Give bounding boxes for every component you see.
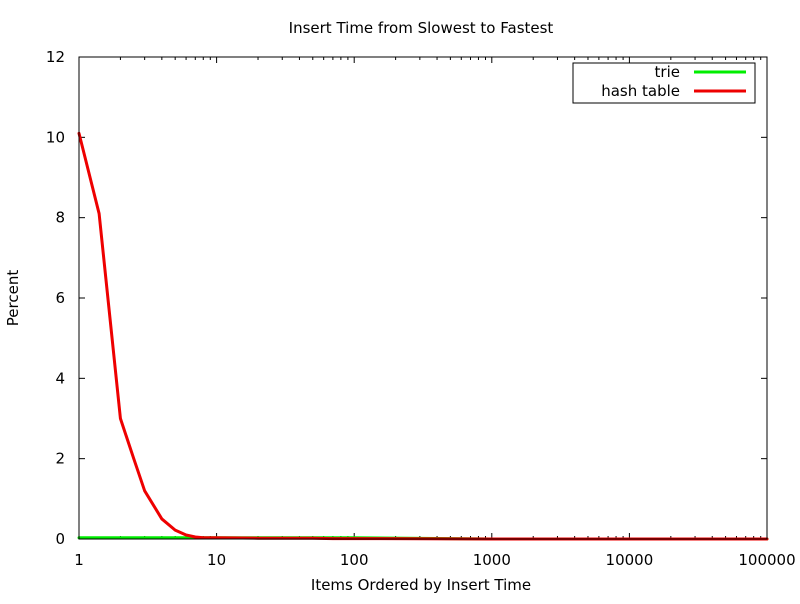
x-axis-title: Items Ordered by Insert Time	[311, 576, 531, 594]
x-tick-label: 1	[74, 551, 84, 569]
legend-box	[572, 62, 756, 104]
chart-title: Insert Time from Slowest to Fastest	[289, 19, 554, 37]
legend-label-hash-table: hash table	[601, 82, 680, 100]
y-tick-label: 2	[55, 450, 65, 468]
plot-area-border	[78, 56, 768, 540]
y-tick-label: 4	[55, 369, 65, 387]
x-tick-label: 10000	[606, 551, 654, 569]
y-tick-label: 10	[46, 128, 65, 146]
x-tick-label: 10	[207, 551, 226, 569]
y-tick-label: 12	[46, 48, 65, 66]
x-tick-label: 100	[340, 551, 369, 569]
x-tick-label: 100000	[738, 551, 795, 569]
y-tick-label: 0	[55, 530, 65, 548]
legend-label-trie: trie	[655, 63, 680, 81]
x-axis-ticks: 1 10 100 1000 10000 100000	[74, 57, 796, 569]
y-tick-label: 6	[55, 289, 65, 307]
y-tick-label: 8	[55, 209, 65, 227]
y-axis-title: Percent	[4, 270, 22, 327]
x-tick-label: 1000	[473, 551, 511, 569]
